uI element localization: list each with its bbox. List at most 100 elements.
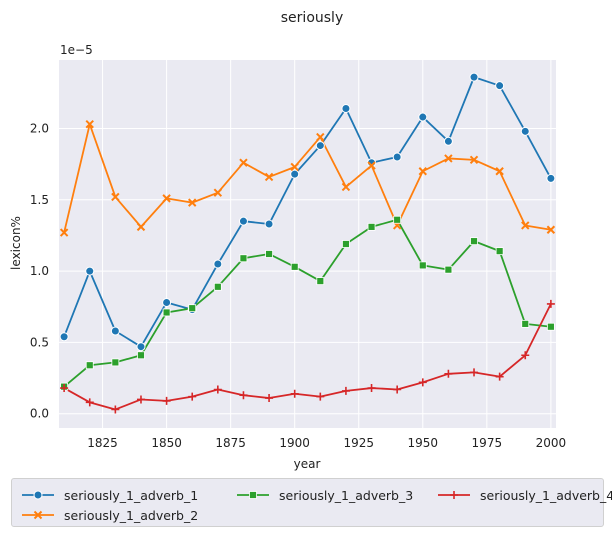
data-point-series-2	[521, 221, 530, 230]
data-point-series-2	[469, 155, 479, 165]
data-point-series-4	[367, 384, 376, 393]
series-lines	[63, 76, 552, 411]
legend-label: seriously_1_adverb_1	[64, 487, 199, 503]
data-point-series-1	[495, 81, 505, 91]
data-point-series-1	[213, 259, 223, 269]
legend-label: seriously_1_adverb_4	[480, 487, 612, 503]
y-tick-labels: 0.0 0.5 1.0 1.5 2.0	[30, 121, 49, 420]
y-tick-label: 1.0	[30, 264, 49, 278]
data-point-series-4	[136, 395, 145, 404]
x-tick-label: 1900	[279, 436, 310, 450]
data-point-series-2	[495, 167, 504, 176]
data-point-series-1	[238, 216, 248, 226]
x-axis-label: year	[294, 457, 321, 471]
data-point-series-4	[188, 392, 197, 401]
data-point-series-2	[136, 222, 146, 232]
data-point-series-2	[290, 162, 299, 172]
legend-marker	[33, 490, 43, 500]
data-point-series-3	[290, 262, 299, 271]
x-tick-label: 1925	[343, 436, 374, 450]
data-point-series-3	[265, 250, 273, 258]
data-point-series-1	[315, 141, 325, 151]
data-point-series-3	[521, 319, 530, 328]
data-point-series-1	[290, 169, 300, 179]
data-point-series-2	[316, 132, 325, 142]
series-line-3	[63, 218, 551, 388]
legend-swatch	[438, 491, 470, 499]
y-tick-label: 2.0	[30, 121, 49, 135]
data-point-series-2	[367, 161, 376, 170]
legend-swatch	[237, 491, 269, 499]
data-point-series-1	[59, 332, 69, 342]
data-point-series-2	[213, 188, 223, 197]
chart-title: seriously	[281, 10, 343, 26]
data-point-series-2	[546, 225, 556, 234]
data-point-series-1	[443, 136, 453, 146]
legend-item-4: seriously_1_adverb_4	[436, 486, 612, 504]
data-point-series-2	[264, 172, 274, 182]
data-point-series-4	[393, 385, 402, 394]
data-point-series-1	[264, 219, 274, 229]
data-point-series-3	[367, 222, 376, 231]
data-point-series-3	[495, 247, 504, 256]
chart-legend: seriously_1_adverb_1 seriously_1_adverb_2…	[11, 478, 612, 527]
data-point-series-1	[341, 103, 351, 113]
series-line-4	[63, 303, 552, 411]
data-point-series-2	[341, 182, 351, 192]
data-point-series-1	[110, 326, 120, 336]
x-tick-label: 1825	[87, 436, 118, 450]
legend-marker	[450, 491, 458, 499]
data-point-series-1	[136, 342, 146, 352]
data-point-series-4	[341, 386, 350, 395]
legend-label: seriously_1_adverb_2	[64, 507, 199, 523]
x-tick-label: 1875	[215, 436, 246, 450]
data-point-series-4	[85, 398, 94, 407]
data-point-series-4	[162, 396, 171, 405]
data-point-series-4	[111, 405, 120, 414]
data-point-series-4	[470, 368, 479, 377]
data-point-series-1	[520, 126, 530, 136]
data-point-series-2	[239, 158, 248, 167]
data-point-series-4	[239, 391, 248, 400]
data-point-series-3	[85, 361, 94, 370]
data-point-series-4	[418, 378, 427, 387]
series-markers	[59, 72, 556, 414]
legend-swatch	[22, 510, 54, 520]
data-point-series-3	[239, 254, 248, 263]
data-point-series-2	[111, 192, 120, 202]
data-point-series-3	[418, 261, 427, 270]
data-point-series-1	[392, 152, 402, 162]
data-point-series-2	[444, 154, 453, 163]
legend-item-3: seriously_1_adverb_3	[235, 486, 413, 504]
x-tick-labels: 1825 1850 1875 1900 1925 1950 1975 2000	[87, 436, 566, 450]
series-line-2	[63, 123, 552, 233]
x-tick-label: 1950	[408, 436, 439, 450]
data-point-series-4	[316, 392, 325, 401]
data-point-series-4	[546, 299, 555, 308]
data-point-series-3	[316, 277, 325, 285]
data-point-series-3	[137, 351, 145, 360]
data-point-series-3	[470, 237, 478, 246]
data-point-series-1	[418, 112, 428, 122]
data-point-series-4	[265, 394, 274, 403]
data-point-series-4	[290, 389, 299, 398]
y-axis-label: lexicon%	[9, 216, 23, 270]
data-point-series-3	[444, 265, 453, 274]
legend-item-1: seriously_1_adverb_1	[20, 486, 198, 504]
x-tick-label: 1975	[472, 436, 503, 450]
y-axis-multiplier: 1e−5	[60, 43, 93, 57]
data-point-series-2	[188, 198, 197, 207]
data-point-series-1	[469, 72, 479, 82]
data-point-series-3	[213, 282, 222, 291]
legend-marker	[249, 491, 257, 499]
data-point-series-4	[213, 385, 222, 394]
legend-swatch	[22, 490, 54, 500]
data-point-series-4	[495, 372, 504, 381]
data-point-series-4	[521, 351, 530, 360]
data-point-series-2	[59, 228, 69, 237]
data-point-series-1	[162, 297, 172, 307]
legend-item-2: seriously_1_adverb_2	[20, 506, 198, 524]
data-point-series-3	[393, 215, 402, 224]
data-point-series-3	[162, 308, 171, 317]
